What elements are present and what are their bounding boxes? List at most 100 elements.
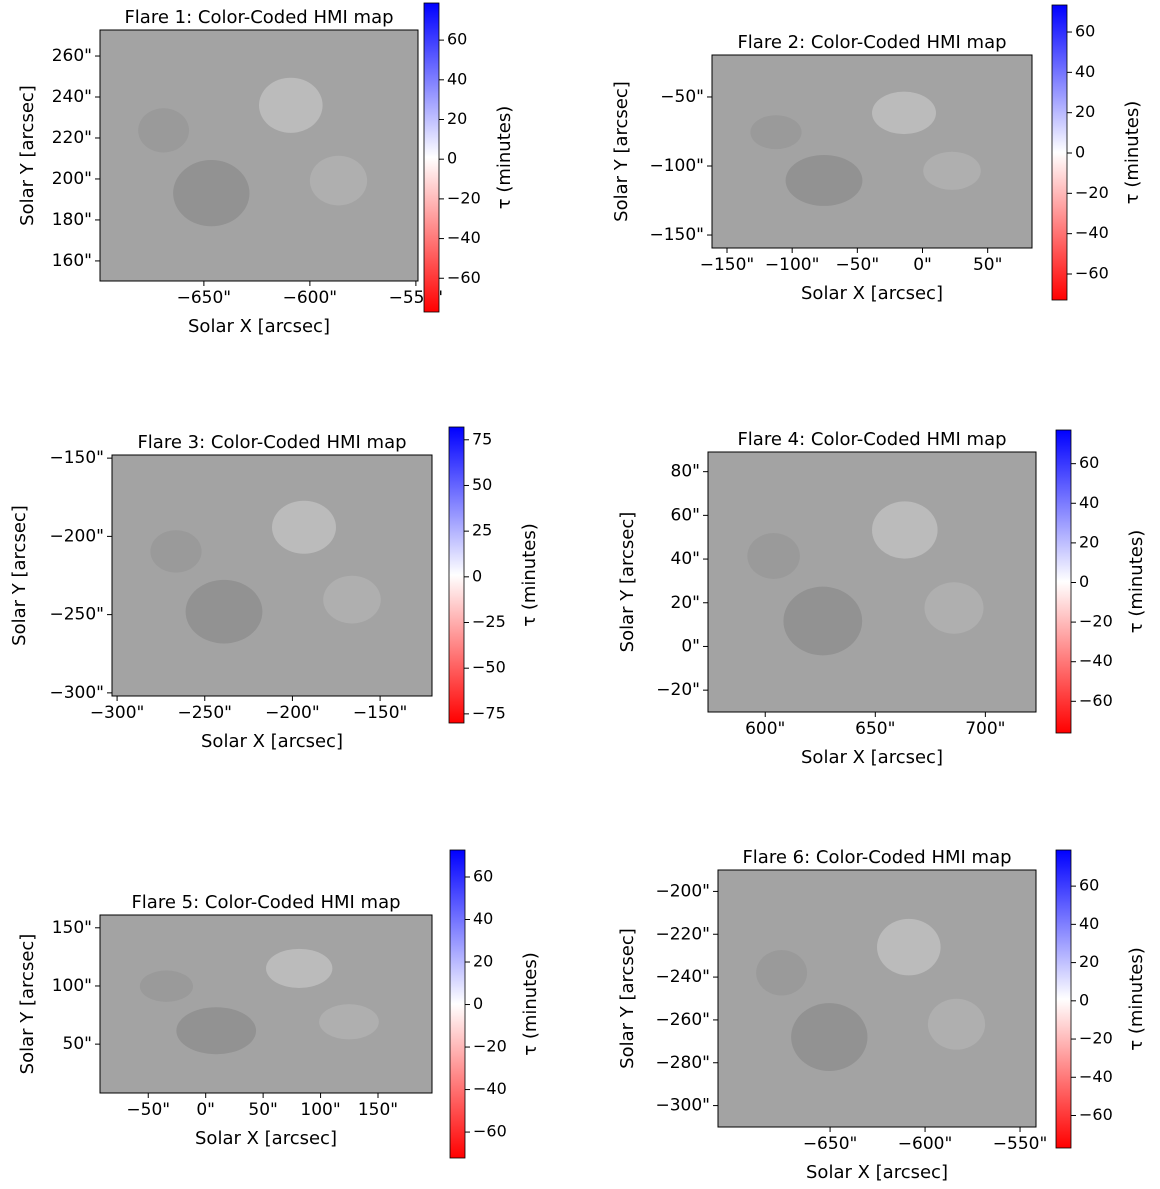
map-feature xyxy=(185,579,263,644)
colorbar-tick-label: −60 xyxy=(473,1122,507,1141)
colorbar-tick-label: 60 xyxy=(1079,876,1099,895)
map-feature xyxy=(785,154,863,206)
colorbar-tick-label: −40 xyxy=(1079,1067,1113,1086)
x-tick-label: 0" xyxy=(196,1100,215,1120)
y-axis-label: Solar Y [arcsec] xyxy=(617,512,638,653)
y-tick-label: −250" xyxy=(49,605,104,625)
map-feature xyxy=(791,1003,868,1071)
y-tick-label: 150" xyxy=(52,918,92,938)
colorbar-tick-label: −50 xyxy=(472,658,506,677)
colorbar-tick-label: −60 xyxy=(1079,1105,1113,1124)
map-feature xyxy=(272,500,336,554)
y-tick-label: 200" xyxy=(52,169,92,189)
x-tick-label: −100" xyxy=(765,255,820,275)
x-tick-label: −200" xyxy=(265,703,320,723)
colorbar-tick-label: −20 xyxy=(473,1037,507,1056)
x-axis-label: Solar X [arcsec] xyxy=(806,1162,948,1183)
x-tick-label: 100" xyxy=(300,1100,340,1120)
x-tick-label: −50" xyxy=(126,1100,170,1120)
x-tick-label: −300" xyxy=(90,703,145,723)
map-feature xyxy=(259,77,323,133)
axes-frame xyxy=(99,29,419,282)
map-background xyxy=(100,30,418,281)
colorbar-tick-label: −20 xyxy=(1079,1029,1113,1048)
x-tick-label: −50" xyxy=(835,255,879,275)
colorbar xyxy=(423,2,440,313)
map-background xyxy=(712,55,1032,248)
colorbar-tick-label: 60 xyxy=(447,30,467,49)
map-feature xyxy=(173,160,250,227)
chart-title: Flare 4: Color-Coded HMI map xyxy=(737,429,1006,450)
colorbar-tick-label: −40 xyxy=(1075,223,1109,242)
x-tick-label: −150" xyxy=(700,255,755,275)
x-tick-label: 50" xyxy=(973,255,1002,275)
y-tick-label: −240" xyxy=(655,967,710,987)
y-tick-label: 180" xyxy=(52,210,92,230)
colorbar xyxy=(1055,849,1072,1149)
axes-frame xyxy=(711,54,1033,249)
map-feature xyxy=(266,948,333,988)
colorbar-label: τ (minutes) xyxy=(519,523,540,626)
y-tick-label: −150" xyxy=(649,225,704,245)
x-axis-label: Solar X [arcsec] xyxy=(195,1128,337,1149)
map-feature xyxy=(750,115,802,150)
colorbar-label: τ (minutes) xyxy=(1122,101,1143,204)
colorbar-tick-label: −40 xyxy=(447,228,481,247)
y-tick-label: −280" xyxy=(655,1053,710,1073)
y-tick-label: 40" xyxy=(671,549,700,569)
x-tick-label: −650" xyxy=(803,1134,858,1154)
map-feature xyxy=(923,151,981,190)
map-feature xyxy=(747,533,800,579)
map-feature xyxy=(139,970,193,1002)
colorbar-tick-label: 60 xyxy=(1075,22,1095,41)
colorbar-tick-label: 20 xyxy=(473,952,493,971)
colorbar-label: τ (minutes) xyxy=(1126,530,1147,633)
map-feature xyxy=(756,950,808,996)
colorbar-label: τ (minutes) xyxy=(1126,947,1147,1050)
colorbar-tick-label: 60 xyxy=(473,866,493,885)
map-background xyxy=(100,915,432,1093)
axes-frame xyxy=(99,914,433,1094)
chart-title: Flare 5: Color-Coded HMI map xyxy=(131,892,400,913)
x-axis-label: Solar X [arcsec] xyxy=(801,747,943,768)
x-axis-label: Solar X [arcsec] xyxy=(801,283,943,304)
y-tick-label: 60" xyxy=(671,505,700,525)
colorbar-tick-label: 20 xyxy=(1079,532,1099,551)
y-tick-label: −260" xyxy=(655,1010,710,1030)
y-tick-label: −20" xyxy=(656,680,700,700)
y-axis-label: Solar Y [arcsec] xyxy=(17,85,38,226)
chart-title: Flare 3: Color-Coded HMI map xyxy=(137,432,406,453)
y-tick-label: 0" xyxy=(681,636,700,656)
axes-frame xyxy=(707,451,1037,713)
colorbar-tick-label: −25 xyxy=(472,612,506,631)
x-tick-label: 650" xyxy=(855,719,895,739)
x-axis-label: Solar X [arcsec] xyxy=(188,316,330,337)
colorbar-tick-label: −60 xyxy=(1075,263,1109,282)
x-tick-label: 600" xyxy=(745,719,785,739)
y-tick-label: −50" xyxy=(660,87,704,107)
x-tick-label: −250" xyxy=(177,703,232,723)
colorbar-tick-label: 25 xyxy=(472,521,492,540)
colorbar-tick-label: 40 xyxy=(1075,62,1095,81)
map-background xyxy=(708,452,1036,712)
colorbar-tick-label: 40 xyxy=(473,909,493,928)
colorbar-tick-label: 0 xyxy=(1079,990,1089,1009)
map-feature xyxy=(176,1007,257,1055)
y-tick-label: −300" xyxy=(49,683,104,703)
x-tick-label: 0" xyxy=(913,255,932,275)
map-feature xyxy=(323,575,381,624)
colorbar-tick-label: 0 xyxy=(472,566,482,585)
x-axis-label: Solar X [arcsec] xyxy=(201,731,343,752)
x-tick-label: −150" xyxy=(353,703,408,723)
colorbar-tick-label: 40 xyxy=(447,69,467,88)
y-tick-label: −220" xyxy=(655,924,710,944)
map-background xyxy=(112,455,432,696)
chart-title: Flare 6: Color-Coded HMI map xyxy=(742,847,1011,868)
map-feature xyxy=(783,586,863,656)
colorbar-tick-label: −60 xyxy=(447,268,481,287)
map-feature xyxy=(138,108,190,153)
colorbar-tick-label: −20 xyxy=(1079,612,1113,631)
colorbar-tick-label: 50 xyxy=(472,475,492,494)
colorbar-tick-label: −20 xyxy=(447,188,481,207)
map-feature xyxy=(872,91,936,135)
